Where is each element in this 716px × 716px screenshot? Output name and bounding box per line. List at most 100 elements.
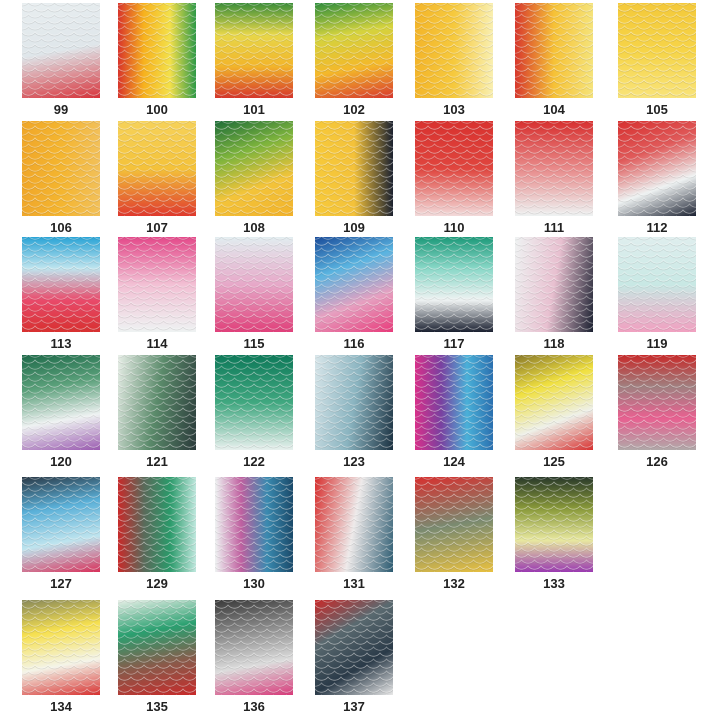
swatch-image (618, 237, 696, 332)
swatch-116: 116 (315, 237, 393, 351)
swatch-image (22, 3, 100, 98)
swatch-129: 129 (118, 477, 196, 591)
swatch-image (315, 355, 393, 450)
swatch-image (118, 3, 196, 98)
swatch-113: 113 (22, 237, 100, 351)
swatch-image (215, 121, 293, 216)
swatch-label: 106 (50, 220, 72, 235)
swatch-image (415, 3, 493, 98)
swatch-label: 100 (146, 102, 168, 117)
swatch-100: 100 (118, 3, 196, 117)
swatch-image (415, 121, 493, 216)
swatch-127: 127 (22, 477, 100, 591)
swatch-121: 121 (118, 355, 196, 469)
swatch-102: 102 (315, 3, 393, 117)
swatch-image (415, 477, 493, 572)
swatch-132: 132 (415, 477, 493, 591)
swatch-126: 126 (618, 355, 696, 469)
swatch-label: 124 (443, 454, 465, 469)
swatch-label: 129 (146, 576, 168, 591)
swatch-image (215, 477, 293, 572)
swatch-label: 127 (50, 576, 72, 591)
swatch-label: 123 (343, 454, 365, 469)
swatch-image (315, 121, 393, 216)
swatch-109: 109 (315, 121, 393, 235)
swatch-115: 115 (215, 237, 293, 351)
swatch-label: 132 (443, 576, 465, 591)
swatch-label: 102 (343, 102, 365, 117)
swatch-99: 99 (22, 3, 100, 117)
swatch-119: 119 (618, 237, 696, 351)
swatch-label: 101 (243, 102, 265, 117)
swatch-134: 134 (22, 600, 100, 714)
swatch-image (22, 237, 100, 332)
swatch-103: 103 (415, 3, 493, 117)
swatch-label: 133 (543, 576, 565, 591)
swatch-111: 111 (515, 121, 593, 235)
swatch-112: 112 (618, 121, 696, 235)
swatch-image (415, 355, 493, 450)
swatch-label: 126 (646, 454, 668, 469)
swatch-122: 122 (215, 355, 293, 469)
swatch-label: 121 (146, 454, 168, 469)
swatch-label: 134 (50, 699, 72, 714)
swatch-image (515, 3, 593, 98)
swatch-image (315, 3, 393, 98)
swatch-image (315, 600, 393, 695)
swatch-110: 110 (415, 121, 493, 235)
swatch-image (215, 600, 293, 695)
swatch-label: 109 (343, 220, 365, 235)
swatch-124: 124 (415, 355, 493, 469)
swatch-label: 113 (50, 336, 72, 351)
swatch-label: 99 (53, 102, 69, 117)
swatch-image (118, 600, 196, 695)
swatch-label: 120 (50, 454, 72, 469)
swatch-137: 137 (315, 600, 393, 714)
swatch-label: 137 (343, 699, 365, 714)
swatch-123: 123 (315, 355, 393, 469)
swatch-label: 108 (243, 220, 265, 235)
swatch-image (118, 355, 196, 450)
swatch-label: 119 (646, 336, 668, 351)
swatch-label: 122 (243, 454, 265, 469)
swatch-label: 110 (443, 220, 465, 235)
swatch-106: 106 (22, 121, 100, 235)
swatch-label: 131 (343, 576, 365, 591)
swatch-label: 118 (543, 336, 565, 351)
swatch-120: 120 (22, 355, 100, 469)
swatch-image (315, 237, 393, 332)
swatch-image (22, 477, 100, 572)
swatch-image (215, 237, 293, 332)
swatch-image (618, 3, 696, 98)
swatch-image (215, 355, 293, 450)
swatch-label: 115 (243, 336, 265, 351)
swatch-118: 118 (515, 237, 593, 351)
swatch-label: 125 (543, 454, 565, 469)
swatch-image (22, 600, 100, 695)
swatch-131: 131 (315, 477, 393, 591)
swatch-136: 136 (215, 600, 293, 714)
swatch-image (22, 121, 100, 216)
swatch-114: 114 (118, 237, 196, 351)
swatch-image (215, 3, 293, 98)
swatch-image (618, 355, 696, 450)
swatch-label: 104 (543, 102, 565, 117)
swatch-image (515, 477, 593, 572)
swatch-label: 130 (243, 576, 265, 591)
swatch-133: 133 (515, 477, 593, 591)
swatch-101: 101 (215, 3, 293, 117)
swatch-image (515, 121, 593, 216)
swatch-image (515, 237, 593, 332)
swatch-label: 103 (443, 102, 465, 117)
swatch-image (415, 237, 493, 332)
swatch-image (515, 355, 593, 450)
swatch-label: 112 (646, 220, 668, 235)
swatch-label: 111 (543, 220, 565, 235)
swatch-image (118, 121, 196, 216)
swatch-label: 136 (243, 699, 265, 714)
swatch-image (22, 355, 100, 450)
swatch-label: 114 (146, 336, 168, 351)
swatch-130: 130 (215, 477, 293, 591)
swatch-image (618, 121, 696, 216)
swatch-105: 105 (618, 3, 696, 117)
